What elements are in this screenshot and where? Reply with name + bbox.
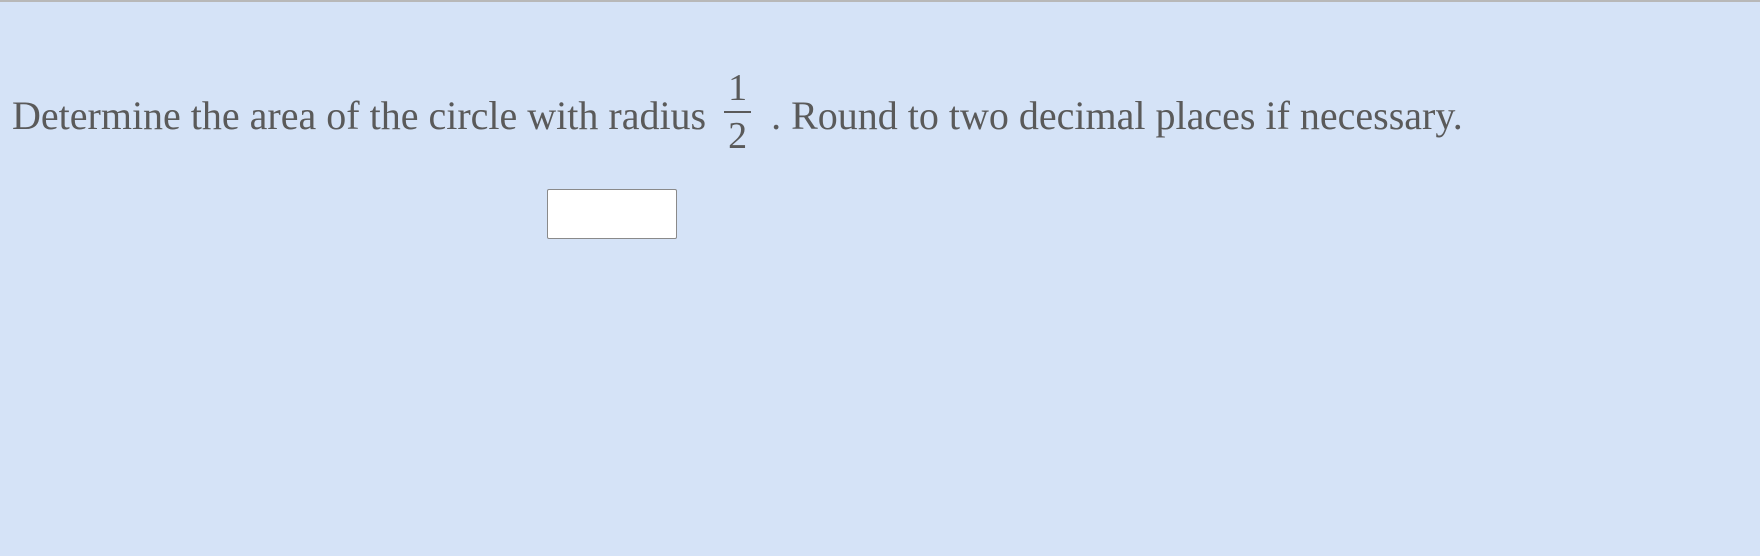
fraction-denominator: 2 [724, 115, 751, 155]
question-suffix: . Round to two decimal places if necessa… [771, 93, 1463, 138]
question-text: Determine the area of the circle with ra… [12, 72, 1748, 159]
answer-input[interactable] [547, 189, 677, 239]
fraction-bar [724, 111, 751, 113]
answer-row [12, 189, 1212, 239]
question-prefix: Determine the area of the circle with ra… [12, 93, 716, 138]
fraction: 1 2 [724, 69, 751, 155]
question-panel: Determine the area of the circle with ra… [0, 0, 1760, 556]
fraction-numerator: 1 [724, 69, 751, 109]
